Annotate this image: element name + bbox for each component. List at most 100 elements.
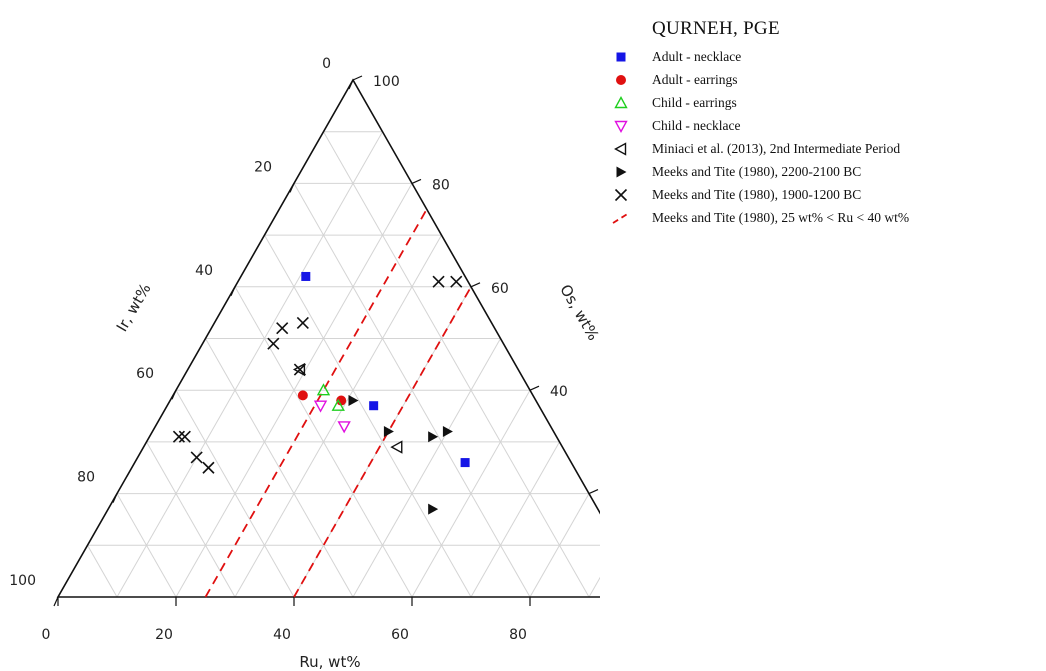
tick-label-ir: 20 (254, 159, 272, 175)
grid-line-ir (175, 389, 295, 598)
legend-label: Meeks and Tite (1980), 2200-2100 BC (652, 163, 862, 179)
legend-marker (616, 166, 627, 177)
x-stroke (293, 363, 306, 376)
x-stroke (267, 337, 280, 350)
legend-label: Adult - necklace (652, 48, 742, 64)
grid-line-ir (205, 338, 354, 598)
data-point (202, 461, 215, 474)
chart-title: QURNEH, PGE (652, 18, 780, 39)
tick-label-ru: 60 (391, 627, 409, 643)
tick-os (588, 489, 599, 495)
legend-marker (612, 211, 630, 224)
data-point (442, 426, 453, 438)
x-stroke (190, 451, 203, 464)
tick-ir (171, 389, 177, 400)
tick-label-ru: 20 (155, 627, 173, 643)
tick-label-os: 80 (432, 177, 450, 193)
legend-symbol (612, 211, 630, 224)
legend-marker (614, 188, 628, 201)
legend-label: Adult - earrings (652, 71, 738, 87)
legend-entry: Adult - earrings (608, 68, 1044, 91)
axis-title-os: Os, wt% (556, 281, 600, 343)
legend-marker (616, 74, 626, 85)
x-stroke (614, 188, 628, 201)
legend: QURNEH, PGE Adult - necklace Adult - earr… (608, 18, 1044, 229)
data-point (293, 363, 306, 376)
tick-ir (289, 183, 295, 193)
grid-line-ru (234, 234, 442, 598)
axis-title-ru: Ru, wt% (299, 653, 360, 671)
legend-marker (614, 120, 628, 133)
legend-entry: Meeks and Tite (1980), 25 wt% < Ru < 40 … (608, 206, 1044, 229)
data-point (337, 421, 351, 434)
legend-entry: Miniaci et al. (2013), 2nd Intermediate … (608, 137, 1044, 160)
grid-line-ir (323, 131, 590, 598)
ternary-chart: 000202020404040606060808080100100100 Ru,… (9, 56, 600, 671)
tick-label-ru: 80 (509, 627, 527, 643)
data-point (296, 316, 309, 330)
triangle-outline (56, 78, 600, 598)
tick-os (470, 282, 481, 288)
data-point (331, 398, 345, 411)
tick-label-ru: 40 (273, 627, 291, 643)
legend-entry: Child - necklace (608, 114, 1044, 137)
data-point (390, 440, 403, 454)
grid-line-ru (470, 441, 560, 598)
tick-label-os: 40 (550, 384, 568, 400)
grid-line-ir (87, 545, 118, 598)
data-point (460, 458, 470, 468)
data-point (336, 395, 347, 406)
data-point (301, 271, 311, 281)
data-point (267, 337, 280, 350)
data-point (190, 451, 203, 464)
tick-os (411, 178, 422, 184)
data-point (178, 430, 191, 443)
legend-symbol (614, 188, 628, 201)
x-stroke (172, 430, 186, 443)
tick-os (352, 75, 363, 81)
data-point (428, 503, 439, 515)
x-stroke (178, 430, 191, 443)
x-stroke (276, 322, 289, 335)
x-stroke (296, 316, 309, 330)
legend-symbol (616, 74, 626, 85)
tick-ir (53, 596, 59, 607)
data-point (383, 426, 394, 438)
data-point (313, 400, 328, 413)
axis-title-ir: Ir, wt% (113, 280, 155, 334)
grid-line-ir (293, 183, 531, 598)
legend-marker (614, 141, 627, 156)
grid-line-ir (234, 286, 413, 598)
data-point (297, 390, 308, 401)
legend-entries: Adult - necklace Adult - earrings Child - … (608, 45, 1044, 229)
tick-label-ir: 40 (195, 263, 213, 279)
legend-label: Miniaci et al. (2013), 2nd Intermediate … (652, 140, 901, 156)
tick-ir (348, 79, 354, 90)
tick-label-os: 100 (373, 74, 400, 90)
data-point (276, 322, 289, 335)
tick-label-ir: 60 (136, 366, 154, 382)
tick-labels: 000202020404040606060808080100100100 (9, 56, 568, 643)
legend-symbol (614, 95, 628, 108)
legend-entry: Meeks and Tite (1980), 1900-1200 BC (608, 183, 1044, 206)
legend-marker (616, 52, 626, 61)
grid-line-ru (588, 576, 600, 598)
tick-ir (230, 286, 236, 297)
grid-line-ru (352, 338, 501, 598)
data-point (172, 430, 186, 443)
legend-symbol (614, 120, 628, 133)
tick-label-ir: 0 (322, 56, 331, 72)
x-stroke (432, 275, 445, 288)
legend-symbol (616, 166, 627, 177)
data-point (428, 431, 439, 443)
tick-os (529, 385, 540, 391)
tick-label-os: 60 (491, 281, 509, 297)
grid-line-ru (116, 131, 383, 598)
legend-label: Meeks and Tite (1980), 1900-1200 BC (652, 186, 862, 202)
legend-marker (614, 95, 628, 108)
data-point (369, 401, 379, 411)
data-point (292, 362, 306, 377)
data-point (450, 275, 463, 288)
data-point (316, 383, 331, 396)
legend-label: Child - earrings (652, 94, 737, 110)
